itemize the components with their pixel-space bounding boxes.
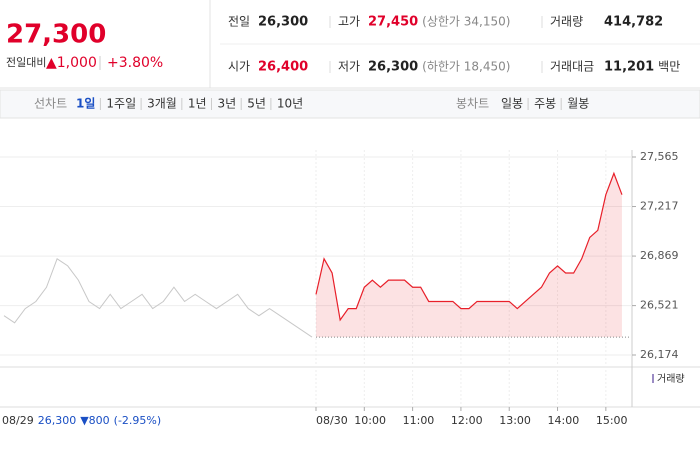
- tab[interactable]: 월봉: [567, 97, 589, 111]
- legend-swatch: [652, 374, 654, 383]
- stat-value: 27,450: [368, 15, 418, 30]
- stat-value: 26,300: [258, 15, 308, 30]
- tab[interactable]: 1일: [76, 97, 95, 111]
- y-tick-label: 26,869: [640, 249, 679, 262]
- stat-label: 시가: [228, 60, 250, 74]
- tab-bar: [0, 89, 700, 119]
- stat-value: 26,300: [368, 60, 418, 75]
- previous-date: 08/29: [2, 414, 34, 427]
- tab[interactable]: 3년: [218, 97, 237, 111]
- y-tick-label: 26,521: [640, 299, 679, 312]
- y-tick-label: 27,565: [640, 150, 679, 163]
- change-rate: +3.80%: [107, 55, 163, 71]
- stat-note: (하한가 18,450): [422, 60, 510, 74]
- x-tick-label: 14:00: [548, 414, 580, 427]
- stat-value: 26,400: [258, 60, 308, 75]
- stat-note: 백만: [658, 60, 680, 74]
- stat-note: (상한가 34,150): [422, 15, 510, 29]
- stat-label: 거래대금: [550, 60, 594, 74]
- stat-value: 414,782: [604, 15, 663, 30]
- tab[interactable]: 3개월: [147, 97, 177, 111]
- stat-label: 전일: [228, 15, 250, 29]
- y-tick-label: 27,217: [640, 200, 679, 213]
- previous-close: 26,300: [38, 414, 77, 427]
- x-tick-label: 11:00: [403, 414, 435, 427]
- tab[interactable]: 5년: [247, 97, 266, 111]
- change: ▲1,000: [46, 55, 97, 71]
- stat-value: 11,201: [604, 60, 654, 75]
- tab[interactable]: 10년: [277, 97, 303, 111]
- previous-line: [3, 258, 313, 338]
- stat-label: 거래량: [550, 15, 583, 29]
- change-label: 전일대비: [6, 55, 46, 69]
- area: [316, 173, 622, 338]
- stat-label: 저가: [338, 60, 360, 74]
- tab[interactable]: 1년: [188, 97, 207, 111]
- x-tick-label: 12:00: [451, 414, 483, 427]
- previous-rate: (-2.95%): [114, 414, 162, 427]
- price: 27,300: [6, 20, 106, 50]
- stat-label: 고가: [338, 15, 360, 29]
- tab-label: 봉차트: [456, 97, 489, 111]
- tab[interactable]: 주봉: [534, 97, 556, 111]
- price-line: [315, 171, 623, 322]
- previous-change: ▼800: [80, 414, 109, 427]
- x-tick-label: 08/30: [316, 414, 348, 427]
- tab[interactable]: 1주일: [106, 97, 136, 111]
- volume-label: 거래량: [657, 373, 685, 385]
- x-tick-label: 10:00: [354, 414, 386, 427]
- tab-label: 선차트: [34, 97, 67, 111]
- y-tick-label: 26,174: [640, 348, 679, 361]
- x-tick-label: 15:00: [596, 414, 628, 427]
- x-tick-label: 13:00: [499, 414, 531, 427]
- tab[interactable]: 일봉: [501, 97, 523, 111]
